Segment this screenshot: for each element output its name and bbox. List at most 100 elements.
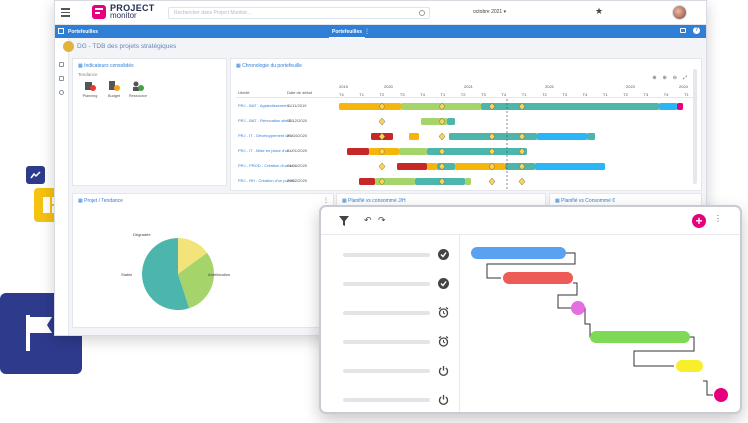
sidebar-home-icon[interactable] <box>59 62 64 67</box>
timeline-row-date: 27/02/2020 <box>287 178 308 183</box>
timeline-year: 2022 <box>545 84 554 89</box>
timeline-header: Libellé Date de début 2019 2020 2021 2022 20… <box>236 84 698 98</box>
timeline-row-label[interactable]: PRJ - IT - Mise en place d'un... <box>238 148 293 153</box>
indicator-budget[interactable]: Budget <box>103 80 125 98</box>
planning-icon <box>84 80 96 92</box>
milestone-marker[interactable] <box>378 177 386 186</box>
timeline-quarter: T2 <box>460 92 466 97</box>
milestone-marker[interactable] <box>378 132 386 141</box>
avatar[interactable] <box>672 5 687 20</box>
top-bar: PROJECT monitor Rechercher dans Project … <box>55 1 706 25</box>
milestone-marker[interactable] <box>488 162 496 171</box>
timeline-row-label[interactable]: PRJ - RH - Création d'un portail... <box>238 178 298 183</box>
more-icon[interactable]: ⋮ <box>364 29 370 35</box>
timeline-bar[interactable] <box>427 148 527 155</box>
task-name-placeholder[interactable] <box>343 253 430 257</box>
tab-portefeuilles[interactable]: Portefeuilles <box>329 25 366 38</box>
indicator-ressource[interactable]: Ressource <box>127 80 149 98</box>
milestone-marker[interactable] <box>488 102 496 111</box>
milestone-marker[interactable] <box>488 132 496 141</box>
gantt-card: ↶ ↷ + ⋮ <box>319 205 742 414</box>
timeline-bar[interactable] <box>409 133 419 140</box>
milestone-marker[interactable] <box>488 147 496 156</box>
milestone-marker[interactable] <box>378 117 386 126</box>
milestone-marker[interactable] <box>438 132 446 141</box>
redo-icon[interactable]: ↷ <box>378 215 386 225</box>
gantt-milestone-2[interactable] <box>714 388 728 402</box>
search-input[interactable]: Rechercher dans Project Monitor... <box>168 7 430 19</box>
timeline-bar[interactable] <box>359 178 375 185</box>
task-name-placeholder[interactable] <box>343 311 430 315</box>
pie-more-icon[interactable]: ⋮ <box>323 198 329 204</box>
milestone-marker[interactable] <box>438 102 446 111</box>
logo[interactable]: PROJECT monitor <box>92 4 155 20</box>
timeline-row-label[interactable]: PRJ - BAT - Rénovation site R... <box>238 118 295 123</box>
menu-icon[interactable] <box>61 8 70 17</box>
gantt-milestone-1[interactable] <box>571 301 585 315</box>
task-name-placeholder[interactable] <box>343 282 430 286</box>
filter-icon[interactable] <box>339 216 349 226</box>
timeline-bar[interactable] <box>339 103 401 110</box>
milestone-marker[interactable] <box>488 177 496 186</box>
milestone-marker[interactable] <box>438 177 446 186</box>
indicators-title: Indicateurs consolidés <box>78 63 133 69</box>
timeline-bar[interactable] <box>399 148 427 155</box>
timeline-row-label[interactable]: PRJ - IT - Développement de l... <box>238 133 296 138</box>
milestone-marker[interactable] <box>438 162 446 171</box>
timeline-bar[interactable] <box>397 163 427 170</box>
timeline-bar[interactable] <box>455 163 505 170</box>
timeline-row-label[interactable]: PRJ - BAT - Agrandissement ... <box>238 103 294 108</box>
timeline-bar[interactable] <box>587 133 595 140</box>
timeline-row-date: 11/11/2019 <box>287 103 307 108</box>
timeline-bar[interactable] <box>427 163 437 170</box>
add-button[interactable]: + <box>692 214 706 228</box>
pie-slice[interactable] <box>178 252 214 309</box>
timeline-year: 2019 <box>339 84 348 89</box>
sidebar-info-icon[interactable] <box>59 90 64 95</box>
milestone-marker[interactable] <box>378 162 386 171</box>
timeline-year: 2021 <box>464 84 473 89</box>
timeline-bar[interactable] <box>677 103 683 110</box>
milestone-marker[interactable] <box>378 102 386 111</box>
chat-icon[interactable] <box>680 28 686 33</box>
star-icon[interactable]: ★ <box>595 6 604 16</box>
timeline-row-label[interactable]: PRJ - PROD - Création d'un no... <box>238 163 297 168</box>
gantt-bar-1[interactable] <box>471 247 566 259</box>
timeline-bar[interactable] <box>659 103 677 110</box>
undo-icon[interactable]: ↶ <box>364 215 372 225</box>
scrollbar[interactable] <box>693 69 697 184</box>
more-icon[interactable]: ⋮ <box>714 214 722 223</box>
milestone-marker[interactable] <box>438 147 446 156</box>
milestone-marker[interactable] <box>518 177 526 186</box>
timeline-bar[interactable] <box>465 178 471 185</box>
task-name-placeholder[interactable] <box>343 369 430 373</box>
pie-slice[interactable] <box>141 238 190 310</box>
task-name-placeholder[interactable] <box>343 340 430 344</box>
date-selector[interactable]: octobre 2021 ▾ <box>473 9 507 15</box>
timeline-bar[interactable] <box>537 133 587 140</box>
gantt-bar-2[interactable] <box>503 272 573 284</box>
milestone-marker[interactable] <box>378 147 386 156</box>
timeline-bar[interactable] <box>347 148 369 155</box>
gantt-bar-3[interactable] <box>590 331 690 343</box>
indicator-planning[interactable]: Planning <box>79 80 101 98</box>
timeline-bar[interactable] <box>535 163 605 170</box>
sidebar-settings-icon[interactable] <box>59 76 64 81</box>
pie-slice[interactable] <box>178 238 208 274</box>
gantt-toolbar: ↶ ↷ + ⋮ <box>321 207 740 235</box>
timeline-zoom-tools[interactable]: ⊕⊕⊖⤢ <box>652 75 693 81</box>
milestone-marker[interactable] <box>518 162 526 171</box>
timeline-bar[interactable] <box>375 178 415 185</box>
milestone-marker[interactable] <box>518 147 526 156</box>
home-icon[interactable] <box>58 28 64 34</box>
task-name-placeholder[interactable] <box>343 398 430 402</box>
milestone-marker[interactable] <box>518 132 526 141</box>
timeline-bar[interactable] <box>447 118 455 125</box>
help-icon[interactable]: ? <box>693 27 700 34</box>
milestone-marker[interactable] <box>518 102 526 111</box>
gantt-bar-4[interactable] <box>676 360 703 372</box>
timeline-bar[interactable] <box>481 103 659 110</box>
milestone-marker[interactable] <box>438 117 446 126</box>
timeline-row-date: 01/06/2020 <box>287 163 308 168</box>
search-icon[interactable] <box>419 10 425 16</box>
